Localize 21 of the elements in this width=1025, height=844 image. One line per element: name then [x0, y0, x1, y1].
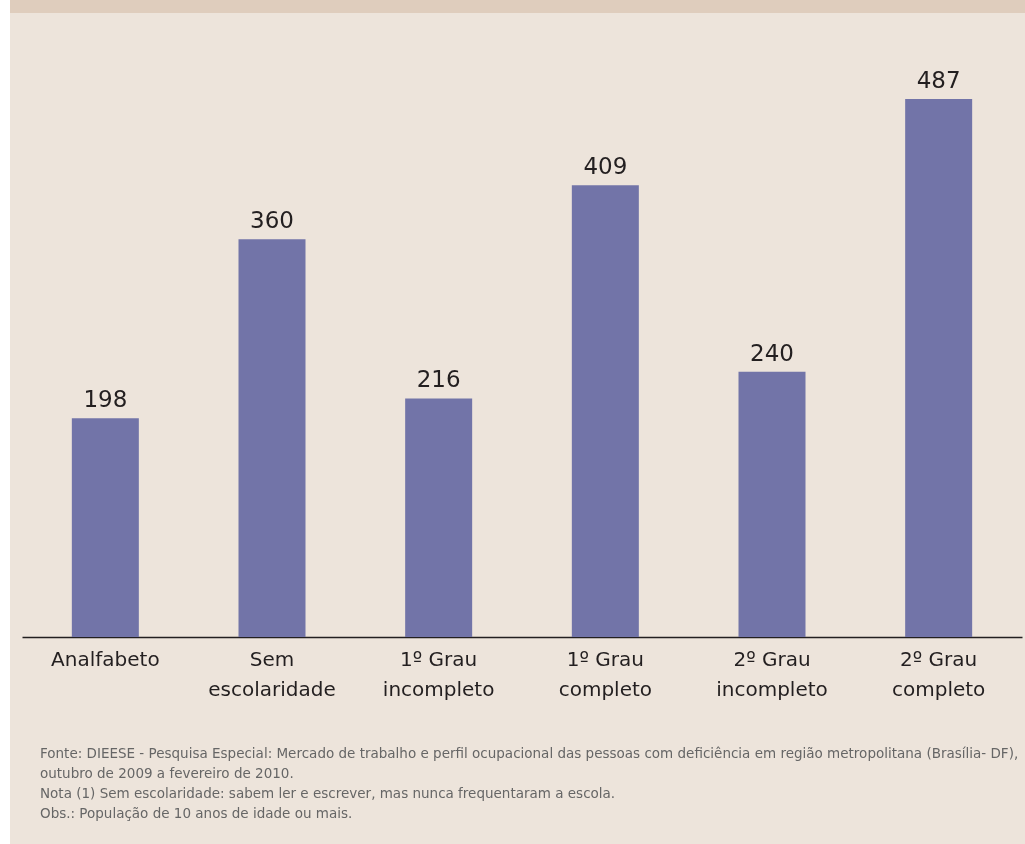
bar: [905, 99, 973, 637]
bar: [738, 371, 806, 637]
bar: [238, 239, 306, 637]
x-tick-label: 1º Grau completo: [558, 646, 653, 701]
text: Nota (1) Sem escolaridade: sabem ler e escrever, mas nunca frequentaram a escola.: [40, 784, 617, 803]
data-label: 240: [750, 339, 794, 366]
data-label: 198: [83, 386, 128, 413]
x-tick-label: 2º Grau completo: [891, 646, 986, 701]
x-tick-label: Analfabeto: [51, 646, 160, 671]
bar: [571, 185, 639, 637]
data-label: 216: [416, 366, 461, 393]
source-note: Fonte: DIEESE - Pesquisa Especial: Mercado de trabalho e perfil ocupacional das pessoas com deficiência em região metropolitana (Brasília- DF), outubro de 2009 a fevereiro de 2010.: [40, 744, 1020, 783]
data-label: 487: [916, 67, 961, 93]
x-tick-label: Sem escolaridade: [208, 646, 336, 701]
text: Obs.: População de 10 anos de idade ou mais.: [40, 804, 354, 823]
x-tick-label: 1º Grau incompleto: [382, 646, 495, 701]
bar: [71, 418, 139, 637]
data-label: 409: [583, 153, 628, 180]
data-label: 360: [250, 207, 294, 234]
x-tick-label: 2º Grau incompleto: [716, 646, 828, 701]
bar: [405, 398, 473, 637]
